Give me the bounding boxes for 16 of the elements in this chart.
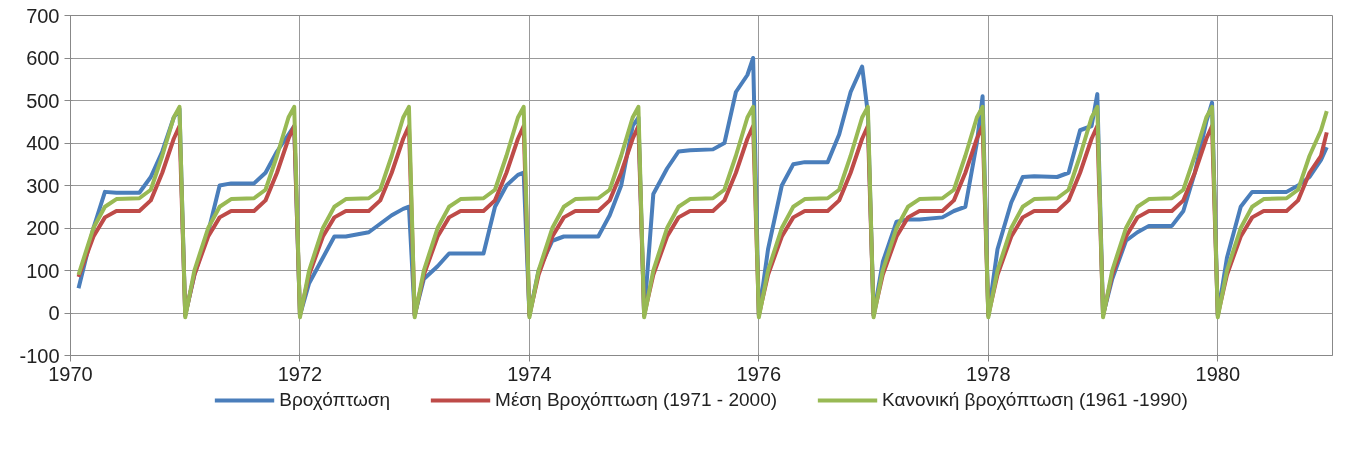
x-tick-label: 1980	[1195, 362, 1241, 385]
y-tick-label: 100	[26, 259, 60, 282]
legend-label: Κανονική βροχόπτωση (1961 -1990)	[882, 389, 1188, 411]
y-tick-label: 500	[26, 89, 60, 112]
legend-label: Βροχόπτωση	[279, 389, 391, 411]
x-tick-label: 1976	[736, 362, 782, 385]
y-tick-label: 700	[26, 4, 60, 27]
y-tick-label: 200	[26, 217, 60, 239]
y-tick-label: 600	[26, 47, 60, 69]
y-tick-label: 0	[48, 302, 60, 324]
y-tick-label: 400	[26, 132, 60, 154]
x-tick-label: 1972	[277, 362, 323, 385]
legend-label: Μέση Βροχόπτωση (1971 - 2000)	[495, 389, 778, 411]
y-tick-label: 300	[26, 174, 60, 197]
x-tick-label: 1974	[507, 362, 552, 385]
x-tick-label: 1978	[966, 362, 1011, 385]
